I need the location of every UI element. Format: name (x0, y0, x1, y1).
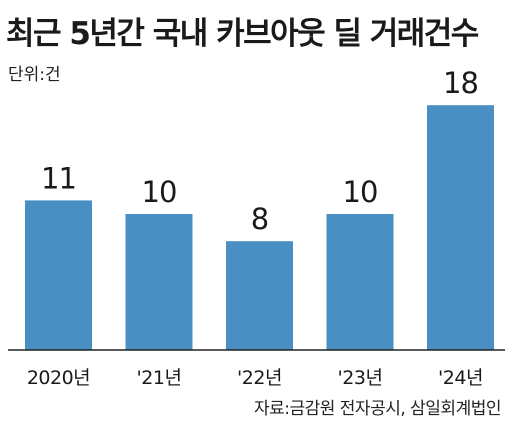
category-label-2: '21년 (137, 367, 182, 389)
value-labels-group: 11 10 8 10 18 (41, 66, 479, 236)
value-label-2: 10 (142, 175, 177, 209)
value-label-4: 10 (343, 175, 378, 209)
value-label-3: 8 (251, 202, 268, 236)
category-label-5: '24년 (438, 367, 483, 389)
category-label-4: '23년 (338, 367, 383, 389)
category-label-1: 2020년 (27, 367, 90, 389)
category-labels-group: 2020년 '21년 '22년 '23년 '24년 (27, 367, 484, 389)
unit-label: 단위:건 (8, 65, 61, 85)
value-label-1: 11 (41, 161, 76, 195)
category-label-3: '22년 (237, 367, 282, 389)
chart-title: 최근 5년간 국내 카브아웃 딜 거래건수 (6, 16, 479, 52)
bar-3 (226, 241, 293, 350)
bar-5 (427, 105, 494, 350)
bars-group (25, 105, 494, 350)
value-label-5: 18 (443, 66, 478, 100)
bar-4 (326, 214, 394, 350)
source-note: 자료:금감원 전자공시, 삼일회계법인 (253, 399, 502, 419)
bar-1 (25, 200, 92, 350)
bar-2 (125, 214, 193, 350)
